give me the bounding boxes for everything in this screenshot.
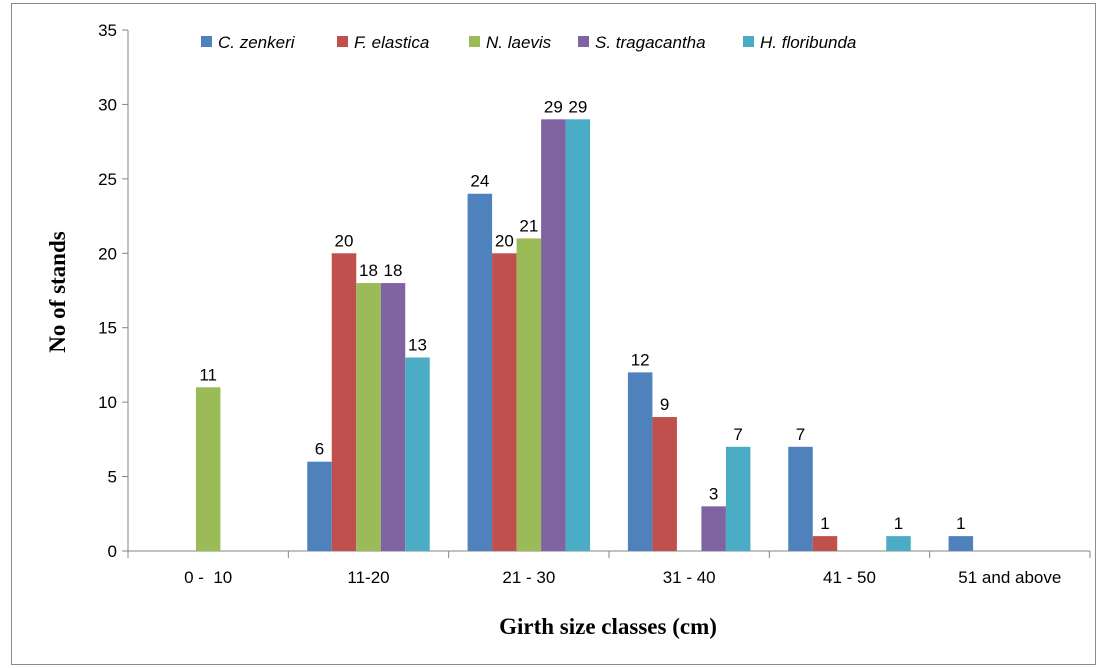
bar-value-label: 6 bbox=[315, 440, 324, 459]
legend-swatch bbox=[469, 36, 480, 47]
bar bbox=[788, 446, 813, 551]
y-tick-label: 25 bbox=[98, 170, 117, 189]
bar-value-label: 1 bbox=[894, 514, 903, 533]
bar bbox=[701, 506, 726, 551]
bar-value-label: 7 bbox=[733, 425, 742, 444]
x-axis-title: Girth size classes (cm) bbox=[499, 614, 717, 639]
bar bbox=[812, 536, 838, 551]
legend-swatch bbox=[743, 36, 754, 47]
legend-swatch bbox=[201, 36, 212, 47]
bar-value-label: 18 bbox=[384, 261, 403, 280]
bar-value-label: 21 bbox=[519, 216, 538, 235]
y-tick-label: 35 bbox=[98, 21, 117, 40]
x-tick-label: 0 - 10 bbox=[184, 568, 232, 587]
axes: 0 5 10 15 20 25 30 35 0 - 10 11-20 21 - 30 31 - 40 4… bbox=[98, 21, 1091, 587]
bar bbox=[886, 536, 911, 551]
y-tick-label: 15 bbox=[98, 319, 117, 338]
bar-value-label: 20 bbox=[495, 231, 514, 250]
bar-value-label: 12 bbox=[631, 350, 650, 369]
bar-value-label: 18 bbox=[359, 261, 378, 280]
bar-value-label: 20 bbox=[335, 231, 354, 250]
y-tick-label: 10 bbox=[98, 393, 117, 412]
legend-swatch bbox=[337, 36, 348, 47]
bar-value-label: 9 bbox=[660, 395, 669, 414]
bar bbox=[948, 536, 974, 551]
bar bbox=[725, 446, 751, 551]
y-axis-title: No of stands bbox=[45, 231, 70, 352]
bar-value-label: 29 bbox=[544, 97, 563, 116]
bar bbox=[356, 283, 381, 551]
bar-value-label: 3 bbox=[709, 484, 718, 503]
bar-value-label: 11 bbox=[199, 365, 217, 384]
legend-label: N. laevis bbox=[486, 33, 552, 52]
x-tick-label: 41 - 50 bbox=[823, 568, 876, 587]
bar-value-label: 29 bbox=[568, 97, 587, 116]
bar-value-label: 13 bbox=[408, 335, 427, 354]
bar bbox=[541, 119, 566, 552]
legend-label: F. elastica bbox=[354, 33, 429, 52]
bar bbox=[307, 461, 332, 551]
legend-label: C. zenkeri bbox=[218, 33, 296, 52]
bar-value-label: 24 bbox=[470, 172, 489, 191]
bar bbox=[492, 253, 517, 552]
legend-swatch bbox=[578, 36, 589, 47]
legend: C. zenkeri F. elastica N. laevis S. tragaca… bbox=[201, 33, 856, 52]
y-tick-label: 30 bbox=[98, 95, 117, 114]
bar bbox=[331, 253, 357, 552]
y-tick-label: 5 bbox=[108, 468, 117, 487]
bar bbox=[195, 387, 221, 551]
bar bbox=[467, 193, 493, 551]
x-tick-label: 21 - 30 bbox=[502, 568, 555, 587]
bar bbox=[652, 417, 677, 551]
legend-label: S. tragacantha bbox=[595, 33, 706, 52]
bar bbox=[516, 238, 542, 551]
x-tick-label: 51 and above bbox=[958, 568, 1061, 587]
bar-value-label: 7 bbox=[796, 425, 805, 444]
y-tick-label: 20 bbox=[98, 244, 117, 263]
y-tick-label: 0 bbox=[108, 542, 117, 561]
bar bbox=[380, 283, 406, 551]
bar-value-label: 1 bbox=[956, 514, 965, 533]
bar bbox=[405, 357, 430, 551]
legend-label: H. floribunda bbox=[760, 33, 856, 52]
bar bbox=[627, 372, 653, 551]
bar-value-label: 1 bbox=[820, 514, 829, 533]
bars bbox=[195, 119, 974, 552]
x-tick-label: 31 - 40 bbox=[663, 568, 716, 587]
x-tick-label: 11-20 bbox=[347, 568, 389, 587]
bar bbox=[565, 119, 591, 552]
